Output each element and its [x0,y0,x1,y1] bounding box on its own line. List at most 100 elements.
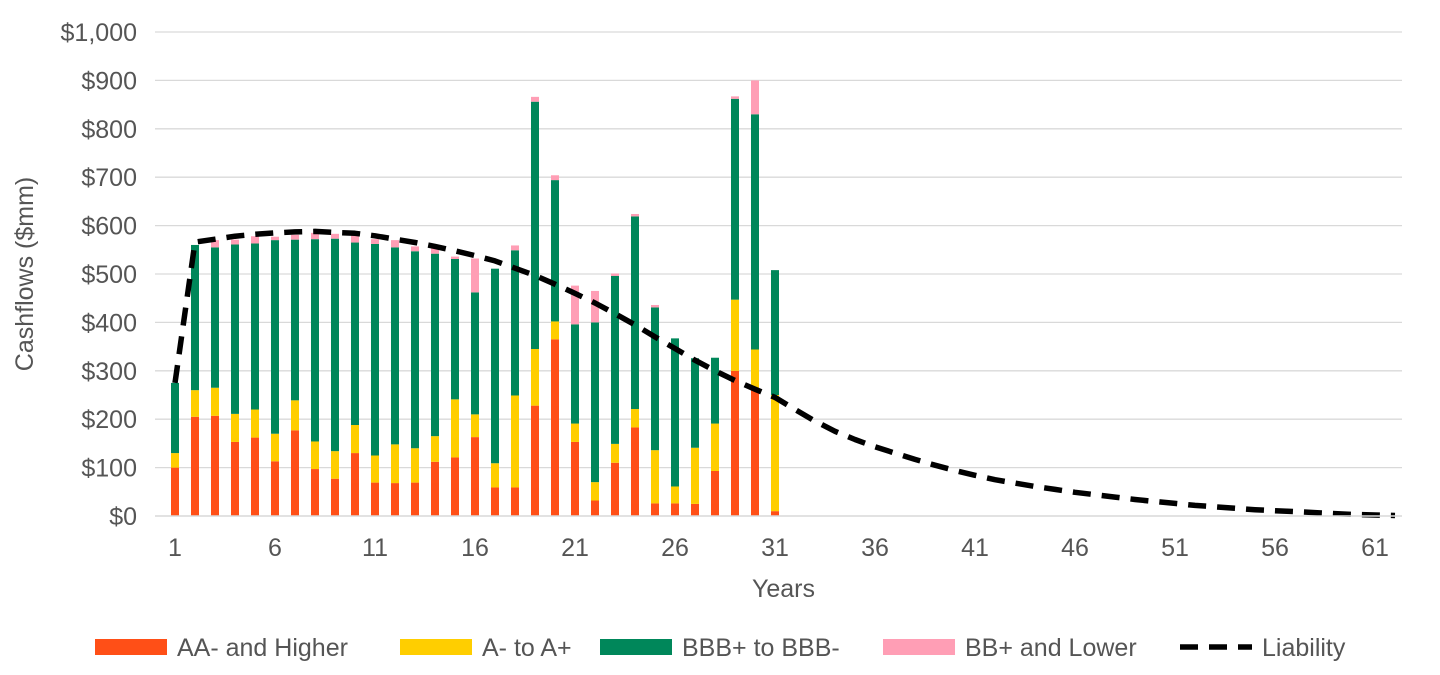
bar-segment [211,247,219,388]
bar-segment [391,483,399,516]
bar-segment [431,436,439,462]
legend-swatch [600,639,672,655]
y-tick-label: $800 [81,116,137,144]
bar-segment [631,213,639,217]
bar-segment [751,114,759,350]
bar-segment [571,285,579,325]
bar-segment [371,482,379,516]
bar-segment [191,416,199,516]
bar-segment [651,307,659,451]
y-tick-label: $100 [81,455,137,483]
bar-segment [651,304,659,308]
bar-segment [371,239,379,244]
bar-segment [451,399,459,458]
bar-segment [171,382,179,454]
bar-segment [211,415,219,516]
y-tick-label: $900 [81,67,137,95]
y-tick-label: $700 [81,164,137,192]
bar-segment [571,324,579,424]
bar-segment [671,338,679,487]
bar-segment [211,240,219,248]
bar-segment [391,240,399,248]
bar-segment [251,409,259,438]
bar-segment [351,235,359,243]
y-axis-title: Cashflows ($mm) [11,177,39,371]
bar-segment [651,450,659,504]
x-axis-title: Years [752,575,815,603]
x-tick-label: 16 [461,534,489,562]
bar-segment [511,245,519,251]
bars [171,80,779,516]
x-tick-label: 1 [168,534,182,562]
bar-segment [671,486,679,504]
bar-segment [171,453,179,468]
bar-segment [251,243,259,410]
bar-segment [291,239,299,401]
legend-label: A- to A+ [482,634,572,662]
bar-segment [511,250,519,396]
bar-segment [171,467,179,516]
bar-segment [531,96,539,102]
x-tick-label: 51 [1161,534,1189,562]
x-tick-label: 6 [268,534,282,562]
bar-segment [351,242,359,426]
legend-label: BB+ and Lower [965,634,1137,662]
bar-segment [431,461,439,516]
legend: AA- and Higher A- to A+ BBB+ to BBB- BB+ an… [95,634,1346,662]
bar-segment [231,239,239,245]
bar-segment [491,463,499,488]
bar-segment [771,511,779,516]
y-tick-label: $0 [109,503,137,531]
bar-segment [651,503,659,516]
bar-segment [731,299,739,371]
x-tick-label: 36 [861,534,889,562]
bar-segment [511,487,519,516]
bar-segment [331,478,339,516]
bar-segment [611,275,619,444]
x-tick-label: 56 [1261,534,1289,562]
bar-segment [411,482,419,516]
bar-segment [551,321,559,340]
axes: $0 $100 $200 $300 $400 $500 $600 $700 $800 $900 $1… [61,19,1402,562]
liability-line-layer [172,228,1396,519]
bar-segment [411,251,419,449]
bar-segment [251,236,259,244]
legend-label: Liability [1262,634,1346,662]
bar-segment [191,244,199,391]
y-tick-label: $1,000 [61,19,137,47]
bar-segment [371,243,379,456]
bar-segment [391,444,399,484]
bar-segment [511,395,519,488]
bar-segment [451,256,459,259]
bar-segment [491,268,499,464]
bar-segment [191,390,199,417]
x-tick-label: 21 [561,534,589,562]
bar-segment [271,433,279,462]
y-tick-label: $500 [81,261,137,289]
x-tick-label: 41 [961,534,989,562]
bar-segment [211,387,219,416]
bar-segment [391,247,399,445]
x-tick-label: 46 [1061,534,1089,562]
x-tick-label: 61 [1361,534,1389,562]
bar-segment [551,175,559,181]
bar-segment [551,180,559,322]
bar-segment [471,258,479,293]
bar-segment [431,253,439,437]
bar-segment [531,405,539,516]
bar-segment [471,292,479,415]
bar-segment [231,413,239,442]
bar-segment [531,101,539,350]
bar-segment [311,469,319,516]
bar-segment [751,80,759,115]
bar-segment [311,239,319,442]
y-tick-label: $300 [81,358,137,386]
bar-segment [671,503,679,516]
x-tick-label: 31 [761,534,789,562]
x-tick-label: 11 [362,534,388,562]
bar-segment [591,322,599,483]
legend-swatch [400,639,472,655]
bar-segment [771,395,779,512]
bar-segment [631,409,639,428]
